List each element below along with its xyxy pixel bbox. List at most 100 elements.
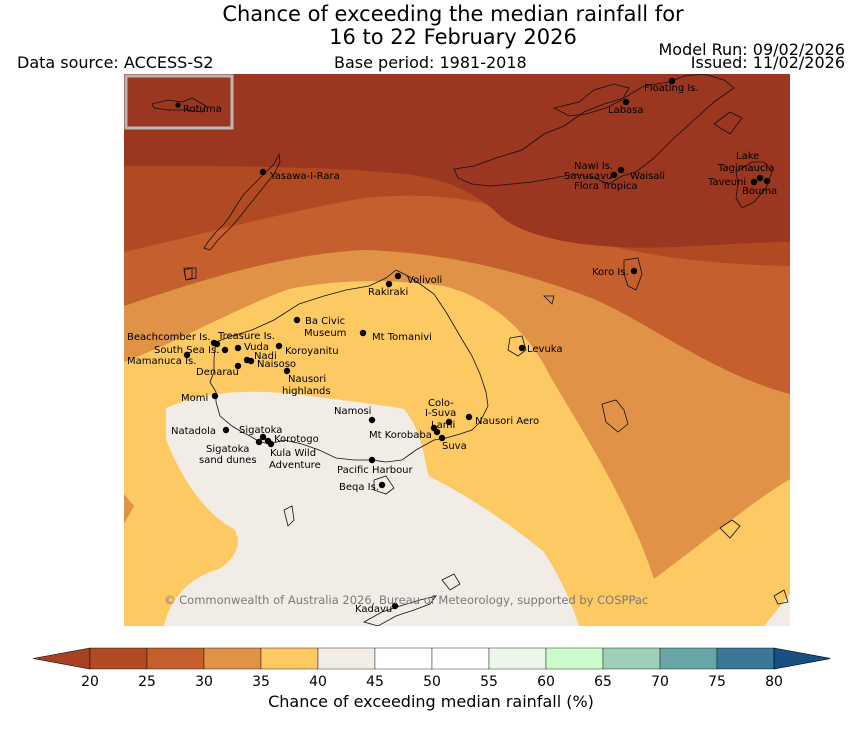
band-below-20 [124,74,790,248]
label-kadavu: Kadavu [355,604,392,615]
label-floating-is: Floating Is. [644,83,699,94]
marker-mamanuca-is [183,351,191,359]
marker-beqa-is [378,481,386,489]
marker-mt-tomanivi [359,329,367,337]
label-treasure-is: Treasure Is. [217,331,275,342]
label-tagimaucia: Tagimaucia [717,163,774,174]
marker-mt-korobaba [433,428,441,436]
band-30-35-left [124,494,134,524]
label-kula-wild: Kula Wild [270,448,316,459]
marker-savusavu [610,171,618,179]
chart-title-line1: Chance of exceeding the median rainfall … [222,2,684,26]
label-nausori-aero: Nausori Aero [475,416,539,427]
label-suva: Suva [442,441,467,452]
label-mt-korobaba: Mt Korobaba [369,430,432,441]
label-natadola: Natadola [171,426,216,437]
colorbar-swatch-50-55 [431,647,490,670]
label-ba-civic: Ba Civic [305,316,345,327]
colorbar-tick-40: 40 [309,674,327,690]
label-naisoso: Naisoso [257,359,296,370]
marker-volivoli [394,272,402,280]
lau-island-4 [543,295,555,305]
colorbar-extension-low [32,647,91,670]
marker-labasa [622,98,630,106]
marker-suva [438,434,446,442]
marker-nausori-highlands [283,367,291,375]
colorbar-tick-labels: 20 25 30 35 40 45 50 55 60 65 70 75 80 [81,674,783,690]
marker-floating-is [668,77,676,85]
label-beachcomber-is: Beachcomber Is. [127,332,210,343]
colorbar-tick-55: 55 [480,674,498,690]
marker-kadavu [391,602,399,610]
issued-date-label: Issued: 11/02/2026 [690,53,845,72]
label-savusavu: Savusavu [564,171,612,182]
marker-denarau [234,362,242,370]
chart-title-line2: 16 to 22 February 2026 [329,25,577,49]
vanua-levu-coast [453,74,735,187]
band-40-45 [164,391,579,626]
marker-pacific-harbour [368,456,376,464]
colorbar-swatch-20-25 [89,647,148,670]
marker-sigatoka [259,433,267,441]
colorbar-extension-high [773,647,830,670]
colorbar-swatch-65-70 [602,647,661,670]
label-lake: Lake [736,151,759,162]
label-sigatoka-dunes-2: sand dunes [199,455,257,466]
label-bouma: Bouma [742,186,777,197]
marker-tagimaucia [756,174,764,182]
colorbar-swatch-30-35 [203,647,262,670]
label-mamanuca-is: Mamanuca Is. [127,356,196,367]
kadavu-island [362,595,437,626]
colorbar-tick-45: 45 [366,674,384,690]
model-run-label: Model Run: 09/02/2026 [658,40,846,59]
colorbar-swatch-25-30 [146,647,205,670]
label-levuka: Levuka [527,344,563,355]
colorbar-swatch-45-50 [374,647,433,670]
colorbar-tick-65: 65 [594,674,612,690]
rotuma-island-outline [151,97,207,113]
koro-island-outline [623,257,643,291]
lau-island-1 [719,519,741,539]
colorbar-tick-75: 75 [708,674,726,690]
marker-namosi [368,416,376,424]
lau-island-5 [183,267,197,281]
marker-natadola [222,426,230,434]
colorbar-swatch-75-80 [716,647,775,670]
label-highlands: highlands [282,386,331,397]
marker-colo-i-suva [445,418,453,426]
yasawa-islands [203,152,281,251]
marker-sigatoka-dunes [255,438,263,446]
marker-bouma [763,177,771,185]
ovalau-island [507,335,527,357]
colorbar-tick-50: 50 [423,674,441,690]
colorbar-tick-25: 25 [138,674,156,690]
label-pacific-harbour: Pacific Harbour [337,465,414,476]
rotuma-marker [175,102,181,108]
marker-vuda [234,344,242,352]
colorbar-swatch-40-45 [317,647,376,670]
colorbar-tick-35: 35 [252,674,270,690]
label-vuda: Vuda [244,342,269,353]
marker-kula-wild-adventure [267,440,275,448]
label-labasa: Labasa [608,105,644,116]
marker-treasure-is [213,340,221,348]
label-nausori: Nausori [288,374,326,385]
rainfall-map: Rotuma Floating Is. Labasa Yasawa-I-Rara… [124,74,790,626]
label-sigatoka: Sigatoka [239,425,282,436]
label-mt-tomanivi: Mt Tomanivi [372,332,432,343]
label-sigatoka-dunes-1: Sigatoka [206,444,249,455]
label-waisali: Waisali [630,171,665,182]
label-south-sea-is: South Sea Is. [154,345,219,356]
marker-rakiraki [385,280,393,288]
label-volivoli: Volivoli [407,275,442,286]
gau-island [601,399,629,433]
colorbar-tick-80: 80 [765,674,783,690]
colorbar-tick-30: 30 [195,674,213,690]
label-nadi: Nadi [254,351,277,362]
label-momi: Momi [181,393,208,404]
label-flora-tropica: Flora Tropica [574,181,637,192]
marker-south-sea-is [221,346,229,354]
viti-levu-coast [209,269,489,463]
colorbar-tick-60: 60 [537,674,555,690]
ono-island [441,573,461,591]
